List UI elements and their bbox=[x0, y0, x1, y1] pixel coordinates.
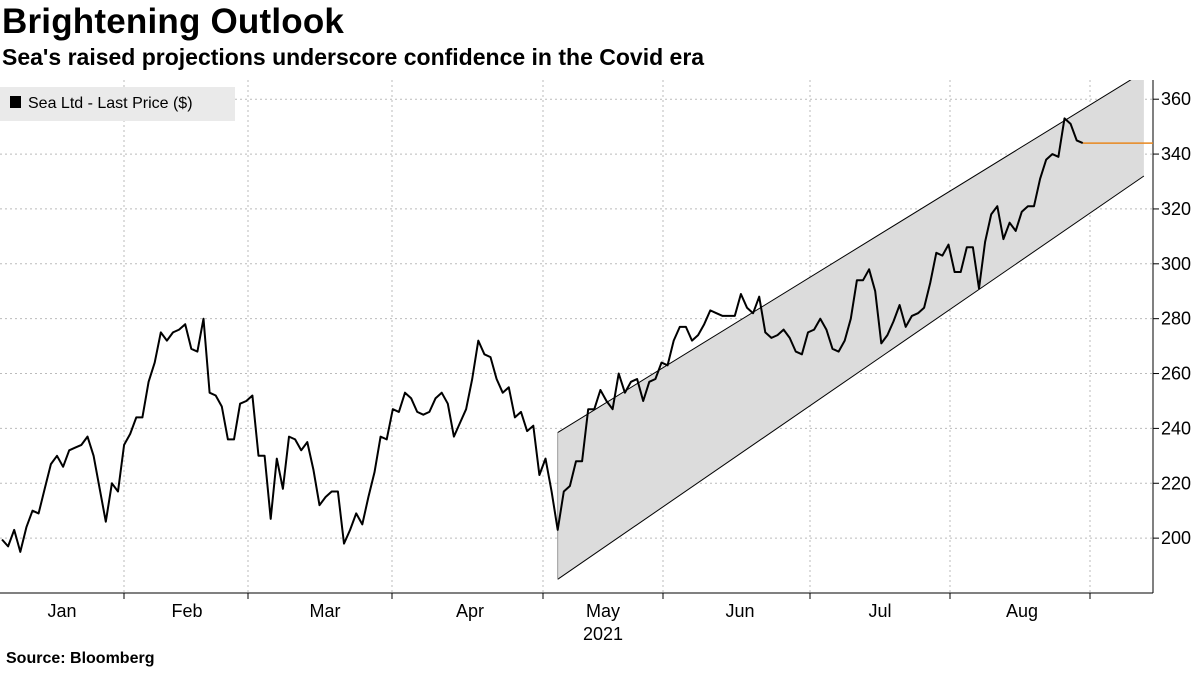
trend-channel bbox=[557, 80, 1145, 580]
y-tick-label: 340 bbox=[1161, 144, 1191, 164]
trend-channel-lower-line bbox=[557, 175, 1145, 580]
y-tick-label: 260 bbox=[1161, 364, 1191, 384]
axes bbox=[0, 80, 1154, 594]
y-tick-label: 320 bbox=[1161, 199, 1191, 219]
y-tick-label: 280 bbox=[1161, 309, 1191, 329]
x-tick-label: Aug bbox=[1006, 601, 1038, 621]
y-tick-label: 300 bbox=[1161, 254, 1191, 274]
trend-channel-group bbox=[557, 80, 1145, 580]
trend-channel-area bbox=[557, 80, 1144, 580]
chart-subtitle: Sea's raised projections underscore conf… bbox=[2, 44, 705, 70]
x-tick-label: Jun bbox=[725, 601, 754, 621]
x-tick-label: Mar bbox=[310, 601, 341, 621]
y-tick-label: 220 bbox=[1161, 473, 1191, 493]
legend-swatch bbox=[10, 96, 21, 108]
y-tick-label: 200 bbox=[1161, 528, 1191, 548]
trend-channel-upper-line bbox=[557, 80, 1132, 433]
y-tick-label: 240 bbox=[1161, 418, 1191, 438]
source-name: Bloomberg bbox=[70, 650, 155, 667]
x-tick-label: Jul bbox=[868, 601, 891, 621]
source-label: Source: bbox=[6, 650, 66, 667]
legend: Sea Ltd - Last Price ($) bbox=[0, 87, 235, 121]
series-group bbox=[1, 117, 1153, 553]
legend-background bbox=[0, 87, 235, 121]
x-tick-label: May bbox=[586, 601, 620, 621]
x-tick-label: Apr bbox=[456, 601, 484, 621]
x-tick-label: Jan bbox=[47, 601, 76, 621]
x-tick-label: Feb bbox=[171, 601, 202, 621]
y-tick-label: 360 bbox=[1161, 89, 1191, 109]
x-year-label: 2021 bbox=[583, 624, 623, 644]
chart-title: Brightening Outlook bbox=[2, 2, 345, 41]
series-line-sea-ltd bbox=[1, 117, 1084, 553]
y-tick-labels: 200 220 240 260 280 300 320 340 360 bbox=[1153, 89, 1191, 548]
source-note: Source: Bloomberg bbox=[6, 650, 154, 668]
legend-label: Sea Ltd - Last Price ($) bbox=[28, 95, 193, 112]
x-tick-labels: Jan Feb Mar Apr May Jun Jul Aug 2021 bbox=[47, 593, 1091, 644]
